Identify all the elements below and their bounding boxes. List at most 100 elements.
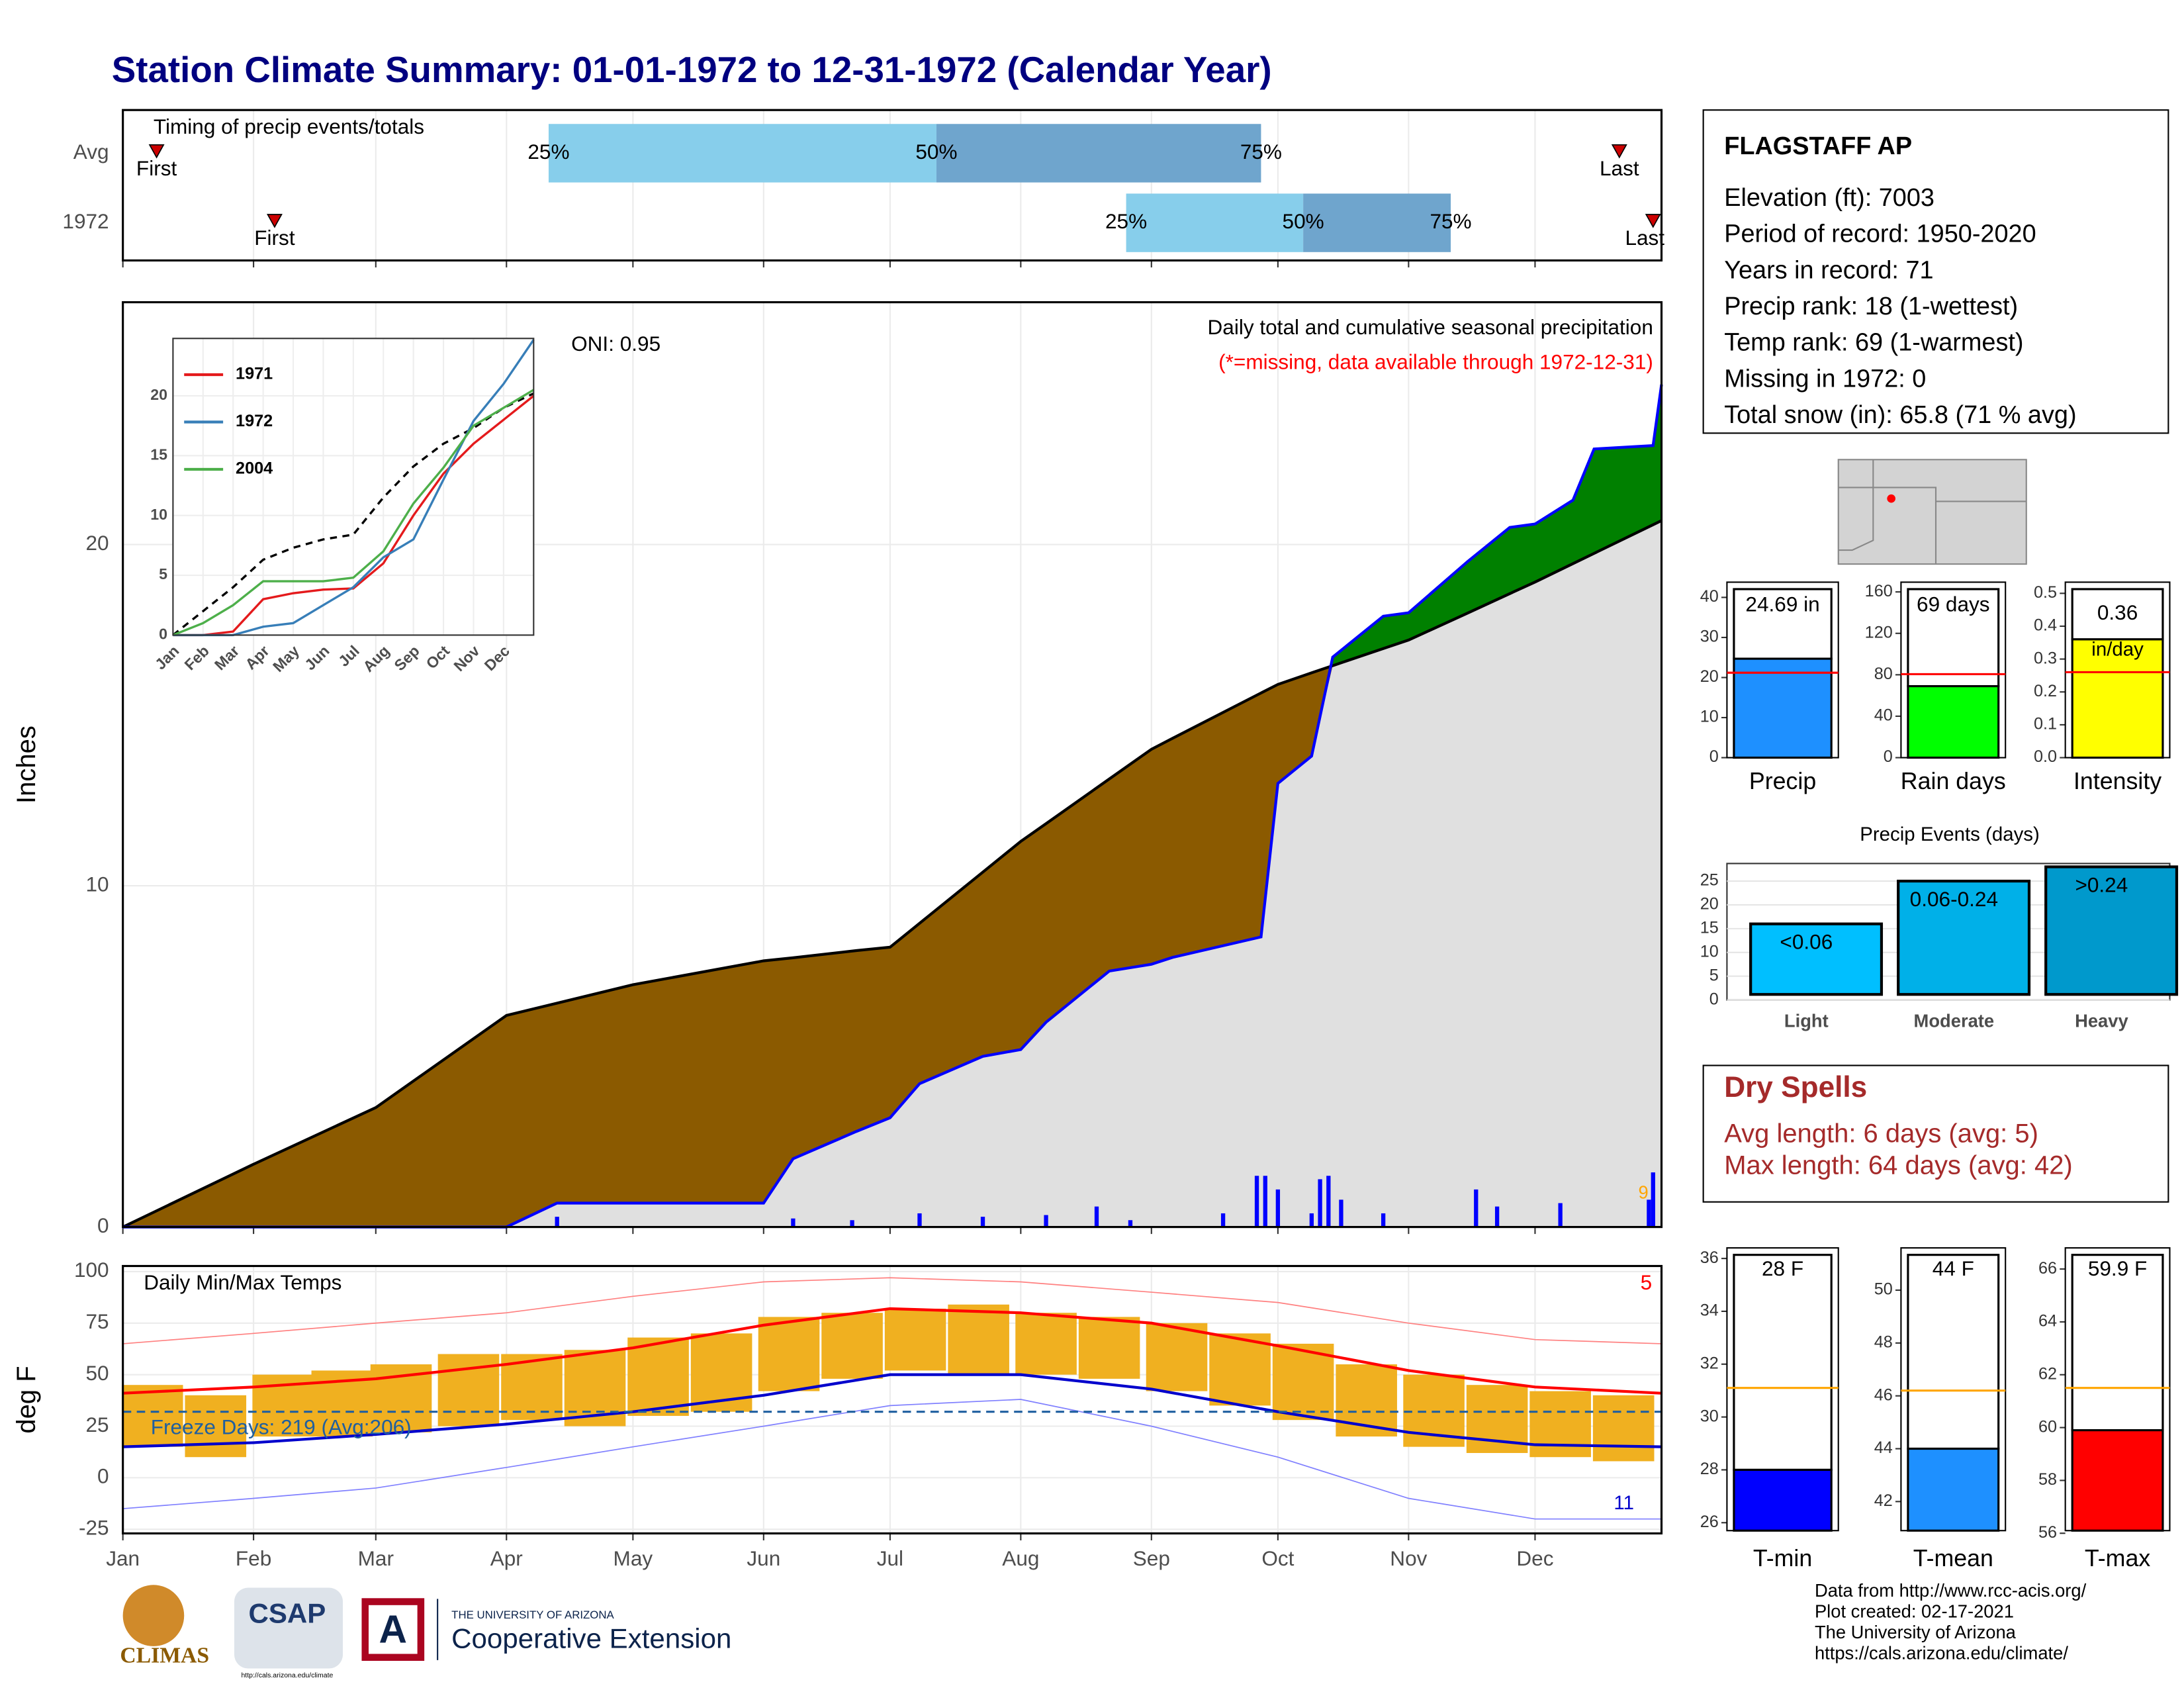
y-tick-label: 20	[86, 531, 109, 555]
y-tick-label: 0.4	[2034, 616, 2057, 635]
bar	[2071, 638, 2164, 759]
bar	[2044, 865, 2179, 996]
category-label: Precip	[1749, 768, 1816, 794]
summary-panel: 0.0 0.1 0.2 0.3 0.4 0.5 0.36 in/day Intensity	[2034, 581, 2171, 794]
temp-line	[122, 1277, 1662, 1344]
x-tick-label: Aug	[1002, 1546, 1039, 1570]
annotation: ONI: 0.95	[571, 332, 660, 355]
temp-range-bar	[1146, 1323, 1208, 1391]
y-tick-label: 32	[1700, 1354, 1719, 1372]
y-tick-label: 25	[86, 1413, 109, 1436]
y-tick-label: 160	[1865, 582, 1893, 600]
y-tick-label: 15	[1700, 919, 1719, 937]
y-tick-label: 20	[1700, 895, 1719, 914]
summary-panel: 56 58 60 62 64 66 59.9 F T-max	[2038, 1247, 2171, 1571]
daily-bar	[791, 1218, 796, 1227]
temp-range-bar	[627, 1337, 689, 1416]
value-label: 59.9 F	[2088, 1256, 2147, 1280]
average-line	[172, 392, 535, 636]
y-tick-label: 0	[97, 1213, 109, 1237]
record-count: 5	[1641, 1270, 1653, 1294]
y-tick-label: 42	[1874, 1491, 1893, 1510]
legend-label: 1972	[236, 412, 273, 430]
temp-range-bar	[1529, 1391, 1591, 1458]
x-tick-label: Heavy	[2075, 1011, 2128, 1031]
y-tick-label: 30	[1700, 1407, 1719, 1425]
y-tick-label: 44	[1874, 1438, 1893, 1457]
station-line: Period of record: 1950-2020	[1724, 220, 2036, 248]
logo-text: THE UNIVERSITY OF ARIZONA	[451, 1609, 614, 1621]
panel-title: Timing of precip events/totals	[154, 115, 424, 138]
unit-label: in/day	[2091, 638, 2144, 660]
y-tick-label: 30	[1700, 628, 1719, 646]
x-tick-label: Sep	[1133, 1546, 1170, 1570]
daily-bar	[1558, 1203, 1563, 1227]
daily-bar	[1381, 1213, 1386, 1227]
y-tick-label: 26	[1700, 1513, 1719, 1531]
row-label: 1972	[62, 209, 109, 233]
y-tick-label: 62	[2038, 1364, 2057, 1383]
inset-border	[172, 338, 535, 636]
panel-frame	[122, 109, 1663, 262]
x-tick-label: Apr	[490, 1546, 523, 1570]
value-label: 69 days	[1917, 592, 1990, 616]
summary-panel: 42 44 46 48 50 44 F T-mean	[1874, 1247, 2007, 1571]
bar	[1907, 1447, 2000, 1532]
daily-bar	[1275, 1189, 1281, 1227]
y-tick-label: 46	[1874, 1385, 1893, 1404]
daily-bar	[1339, 1199, 1343, 1227]
row-label: Avg	[73, 140, 109, 164]
daily-bar	[1044, 1215, 1048, 1227]
temp-range-bar	[948, 1304, 1009, 1375]
value-label: 28 F	[1762, 1256, 1803, 1280]
legend-label: 2004	[236, 459, 273, 478]
event-marker	[1611, 144, 1627, 159]
y-tick-label: 0	[97, 1464, 109, 1488]
temp-line	[122, 1307, 1662, 1395]
y-tick-label: 100	[74, 1258, 109, 1282]
y-tick-label: 0.0	[2034, 747, 2057, 766]
y-tick-label: 0	[1709, 747, 1719, 766]
y-tick-label: 15	[150, 445, 167, 463]
temp-range-bar	[1592, 1395, 1655, 1462]
y-tick-label: 10	[150, 506, 167, 523]
y-tick-label: 0.5	[2034, 583, 2057, 602]
daily-bar	[980, 1217, 985, 1227]
daily-bar	[1647, 1199, 1651, 1227]
page-title: Station Climate Summary: 01-01-1972 to 1…	[112, 49, 1272, 90]
value-box	[1733, 1254, 1833, 1472]
y-tick-label: 50	[1874, 1280, 1893, 1299]
y-tick-label: 34	[1700, 1301, 1719, 1320]
y-tick-label: 120	[1865, 623, 1893, 641]
category-label: T-max	[2085, 1545, 2150, 1571]
temp-range-bar	[1209, 1333, 1271, 1406]
temp-range-bar	[1272, 1343, 1334, 1421]
quartile-label: 50%	[1283, 209, 1324, 233]
value-label: 24.69 in	[1745, 592, 1819, 616]
dry-spells-title: Dry Spells	[1724, 1071, 1867, 1103]
temp-range-bar	[758, 1317, 820, 1391]
y-tick-label: 80	[1874, 665, 1893, 683]
temp-line	[122, 1399, 1662, 1520]
quartile-label: 50%	[915, 140, 957, 164]
y-tick-label: 0	[159, 626, 167, 643]
y-axis-label: deg F	[12, 1366, 41, 1433]
main-panel: 0 10 20 ONI: 0.95 Daily total and cumulative…	[12, 301, 1663, 1237]
daily-bar	[1494, 1206, 1500, 1227]
bar	[2071, 1429, 2164, 1532]
temp-range-bar	[121, 1385, 183, 1447]
value-label: 0.36	[2097, 600, 2138, 624]
bar	[1897, 879, 2031, 996]
category-label: T-min	[1753, 1545, 1812, 1571]
y-tick-label: 56	[2038, 1523, 2057, 1542]
station-box	[1702, 109, 2169, 434]
y-tick-label: 66	[2038, 1259, 2057, 1278]
daily-bar	[1263, 1176, 1267, 1227]
event-marker	[266, 214, 283, 228]
y-tick-label: 40	[1874, 706, 1893, 725]
series-line	[172, 389, 535, 636]
event-label: Last	[1625, 226, 1664, 250]
y-tick-label: 10	[86, 872, 109, 896]
quartile-label: 25%	[527, 140, 569, 164]
